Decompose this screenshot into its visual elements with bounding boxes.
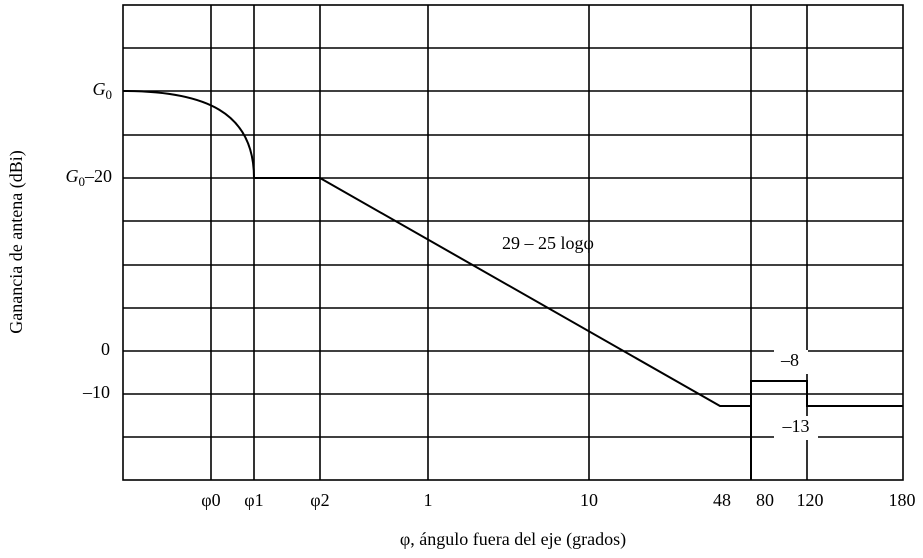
frame	[122, 4, 904, 481]
y-label: 0	[101, 339, 110, 359]
annotation: –13	[782, 416, 810, 436]
x-label: 180	[889, 490, 916, 510]
x-label: 120	[797, 490, 824, 510]
gain-curve	[122, 90, 903, 480]
x-label: φ0	[201, 490, 220, 510]
y-axis-title: Ganancia de antena (dBi)	[6, 150, 27, 333]
x-label: 80	[756, 490, 774, 510]
y-label: G0	[93, 79, 113, 102]
x-label: 1	[424, 490, 433, 510]
x-axis-title: φ, ángulo fuera del eje (grados)	[400, 529, 626, 550]
y-label: –10	[82, 382, 110, 402]
x-label: φ2	[310, 490, 329, 510]
label-bg	[774, 416, 818, 440]
formula: 29 – 25 logφ	[502, 233, 594, 253]
label-bg	[774, 350, 808, 374]
annotation: –8	[780, 350, 799, 370]
x-label: 10	[580, 490, 598, 510]
x-label: 48	[713, 490, 731, 510]
x-label: φ1	[244, 490, 263, 510]
y-label: G0–20	[66, 166, 113, 189]
